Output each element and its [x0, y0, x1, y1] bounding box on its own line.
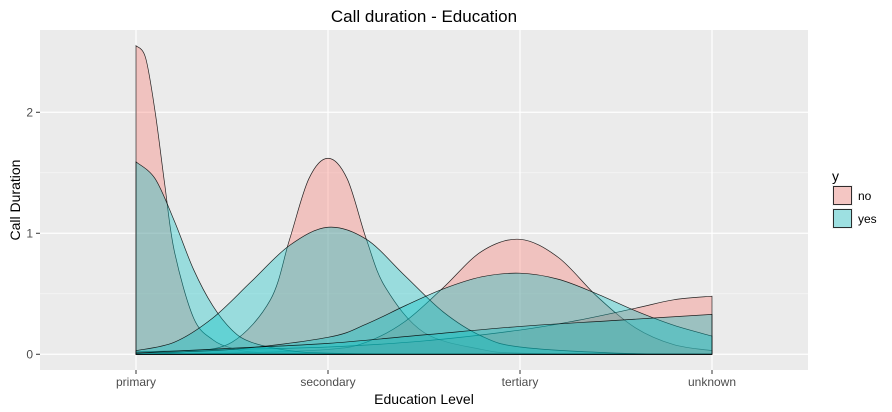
- y-axis-title: Call Duration: [7, 160, 23, 241]
- x-axis-ticks: primary secondary tertiary unknown: [116, 370, 736, 389]
- density-area-yes-unknown: [135, 313, 713, 355]
- density-area-no-tertiary: [135, 238, 713, 355]
- y-tick-label: 1: [26, 226, 33, 240]
- y-axis-ticks: 0 1 2: [26, 105, 40, 361]
- density-area-no-secondary: [135, 157, 712, 355]
- legend-swatch-yes: [833, 209, 852, 228]
- legend-key-bg: [832, 208, 853, 229]
- density-area-no-unknown: [135, 295, 713, 355]
- legend-title: y: [832, 168, 839, 184]
- density-area-yes-tertiary: [135, 272, 713, 355]
- legend-key-bg: [832, 185, 853, 206]
- density-areas: [135, 44, 713, 355]
- x-tick-label: secondary: [300, 375, 355, 389]
- legend-label-no: no: [858, 189, 872, 203]
- plot-panel: [40, 30, 808, 370]
- x-tick-label: unknown: [688, 375, 736, 389]
- x-axis-title: Education Level: [374, 391, 474, 407]
- legend-swatch-no: [833, 186, 852, 205]
- minor-gridlines: [40, 172, 808, 295]
- y-tick-label: 2: [26, 105, 33, 119]
- chart-title: Call duration - Education: [331, 7, 517, 26]
- y-tick-label: 0: [26, 347, 33, 361]
- density-area-yes-secondary: [135, 226, 713, 355]
- x-tick-label: primary: [116, 375, 156, 389]
- x-tick-label: tertiary: [502, 375, 539, 389]
- legend: y no yes: [832, 168, 877, 229]
- legend-label-yes: yes: [858, 212, 877, 226]
